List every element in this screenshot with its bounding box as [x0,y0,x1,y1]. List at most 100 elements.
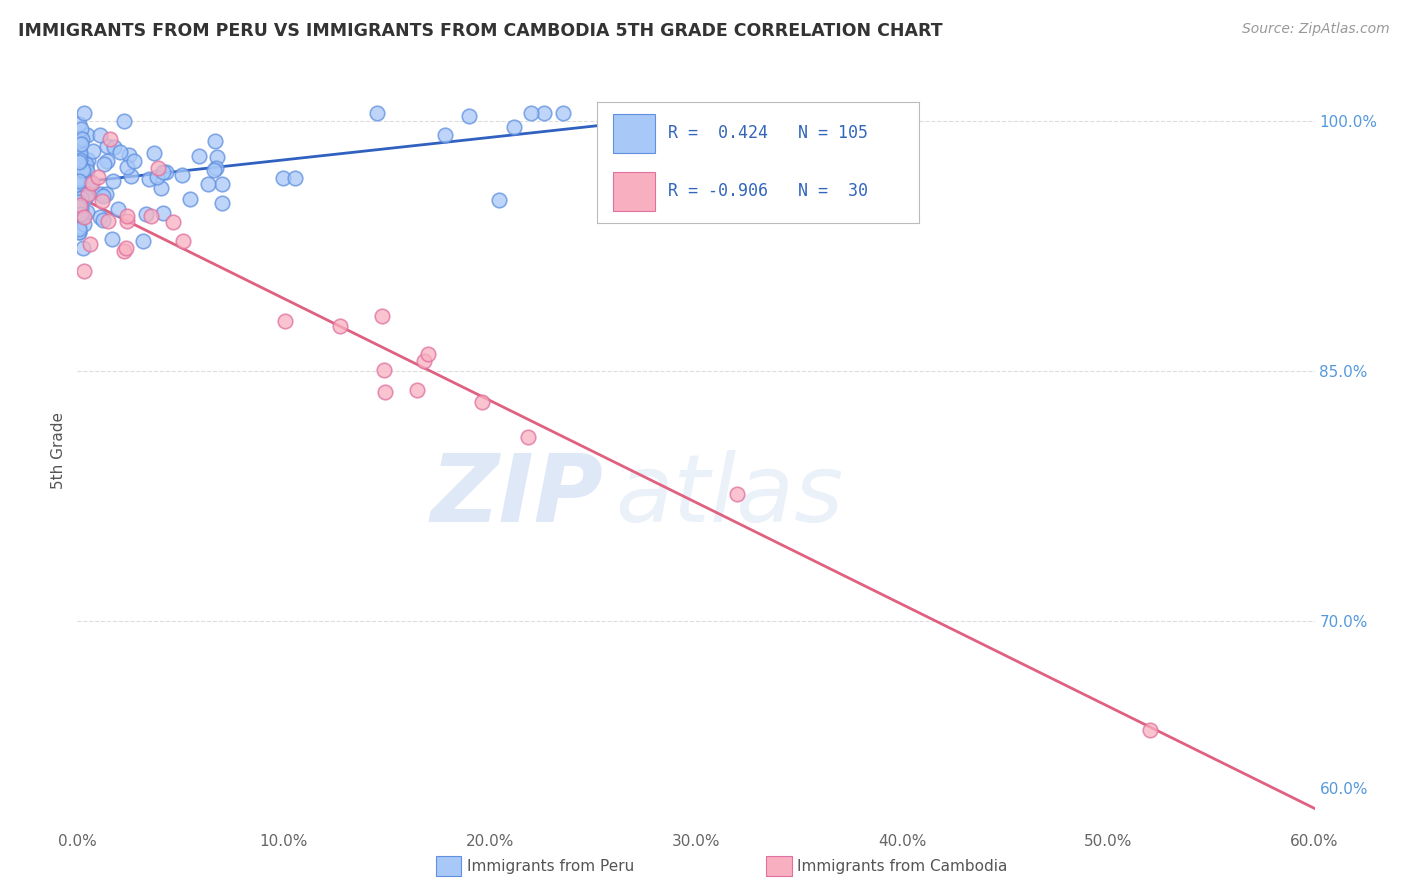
Point [93,157,115,171]
Point [162,214,184,228]
Point [155,165,177,179]
Point [91,189,114,203]
Point [70,121,93,136]
Point [67,195,90,210]
Point [366,106,388,120]
Point [204,134,226,148]
Y-axis label: 5th Grade: 5th Grade [51,412,66,489]
Point [67,208,90,222]
Point [150,180,173,194]
Point [72,172,94,186]
Point [503,120,526,134]
Point [138,172,160,186]
Point [72,162,94,177]
Point [143,145,166,160]
Point [91,213,114,227]
Point [80,176,103,190]
Point [76,204,98,219]
Point [73,106,96,120]
Point [67,174,90,188]
Point [69,194,91,208]
Point [67,135,90,149]
Point [67,162,90,177]
Point [115,214,138,228]
Point [72,190,94,204]
Point [75,190,97,204]
Point [471,394,494,409]
Point [115,210,138,224]
Point [329,319,352,334]
Point [205,161,228,175]
Point [98,131,121,145]
Point [97,214,120,228]
Point [94,187,117,202]
Point [115,161,138,175]
Point [86,170,108,185]
Point [79,174,101,188]
Point [67,117,90,131]
Text: ZIP: ZIP [430,450,603,542]
Point [172,234,194,248]
Point [82,144,104,158]
Point [69,145,91,160]
Point [284,171,307,186]
Point [274,313,297,327]
Point [70,170,93,185]
Point [70,132,93,146]
Point [413,353,436,368]
Point [103,140,125,154]
Point [416,347,439,361]
Point [517,430,540,444]
Point [76,187,98,202]
Point [75,161,97,175]
Point [70,201,93,215]
Point [553,106,575,120]
Point [76,164,98,178]
Point [67,220,90,235]
Point [725,487,748,501]
Point [70,162,93,177]
Point [110,145,132,159]
Point [644,120,666,135]
Point [271,171,294,186]
Point [76,128,98,142]
Point [70,185,93,199]
Point [115,241,138,255]
Text: Source: ZipAtlas.com: Source: ZipAtlas.com [1241,22,1389,37]
Point [170,168,193,182]
Point [211,177,233,191]
Point [89,211,111,225]
Point [75,186,97,201]
Point [73,264,96,278]
Point [67,145,90,159]
Point [488,193,510,207]
Point [179,192,201,206]
Point [96,154,118,169]
Point [67,134,90,148]
Point [73,210,96,224]
Point [434,128,457,142]
Point [67,172,90,186]
Point [120,169,142,183]
Point [67,198,90,212]
Point [67,154,90,169]
Point [112,244,135,259]
Point [67,158,90,172]
Point [202,162,225,177]
Point [520,106,543,120]
Point [67,130,90,145]
Point [77,153,100,167]
Point [79,178,101,192]
Point [67,173,90,187]
Point [80,176,103,190]
Text: Immigrants from Peru: Immigrants from Peru [467,859,634,873]
Point [67,173,90,187]
Point [405,383,427,397]
Point [67,150,90,164]
Point [70,207,93,221]
Point [69,190,91,204]
Point [70,210,93,224]
Point [152,165,174,179]
Point [132,234,155,248]
Point [67,226,90,240]
